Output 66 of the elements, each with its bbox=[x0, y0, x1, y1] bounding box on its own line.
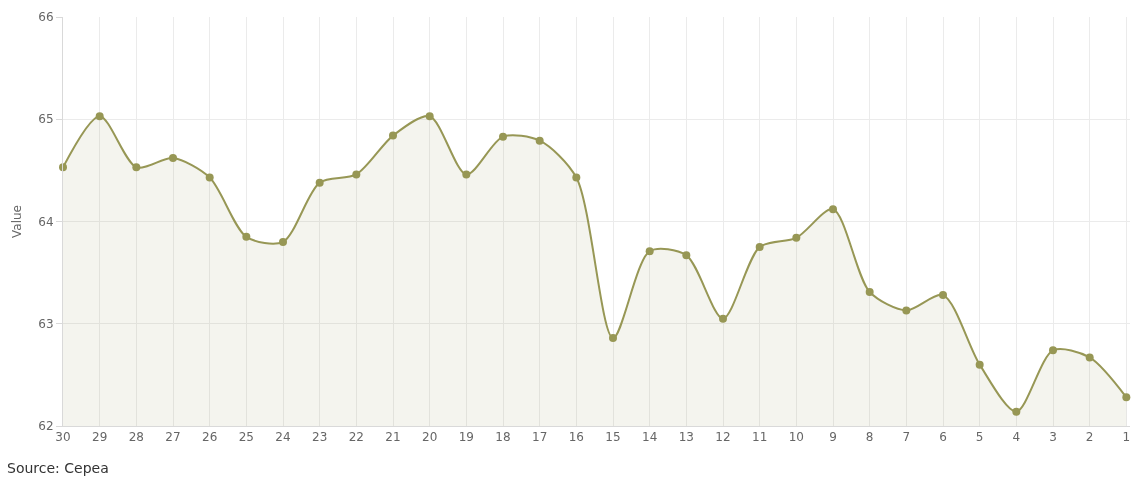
point bbox=[792, 233, 801, 242]
x-tick-label: 18 bbox=[495, 430, 511, 445]
x-tick-label: 30 bbox=[55, 430, 71, 445]
x-tick-label: 9 bbox=[829, 430, 837, 445]
point bbox=[95, 112, 104, 121]
x-tick-label: 5 bbox=[975, 430, 984, 445]
x-tick-label: 16 bbox=[568, 430, 584, 445]
point bbox=[462, 170, 471, 179]
point bbox=[242, 232, 251, 241]
point bbox=[1122, 393, 1131, 402]
y-tick-label: 62 bbox=[38, 419, 54, 434]
point bbox=[1049, 346, 1057, 355]
x-tick-label: 6 bbox=[939, 430, 947, 445]
x-tick-label: 29 bbox=[92, 430, 108, 445]
x-tick-label: 26 bbox=[202, 430, 218, 445]
x-tick-label: 11 bbox=[752, 430, 768, 445]
x-tick-label: 27 bbox=[165, 430, 181, 445]
point bbox=[279, 237, 287, 246]
point bbox=[1012, 407, 1021, 416]
y-tick-label: 65 bbox=[38, 112, 54, 127]
x-tick-label: 1 bbox=[1122, 430, 1131, 445]
point bbox=[645, 247, 654, 256]
point bbox=[609, 334, 617, 343]
x-tick-label: 21 bbox=[385, 430, 401, 445]
point bbox=[169, 154, 177, 163]
x-tick-label: 15 bbox=[605, 430, 621, 445]
x-tick-label: 2 bbox=[1085, 430, 1094, 445]
point bbox=[352, 170, 361, 179]
x-tick-label: 19 bbox=[458, 430, 474, 445]
x-tick-label: 28 bbox=[128, 430, 144, 445]
x-tick-label: 3 bbox=[1049, 430, 1057, 445]
point bbox=[865, 288, 874, 297]
point bbox=[425, 112, 434, 121]
point bbox=[902, 306, 911, 315]
x-tick-label: 14 bbox=[642, 430, 658, 445]
x-tick-label: 24 bbox=[275, 430, 291, 445]
point bbox=[205, 173, 214, 182]
x-tick-label: 12 bbox=[715, 430, 731, 445]
x-tick-label: 8 bbox=[865, 430, 874, 445]
point bbox=[132, 163, 141, 172]
x-tick-label: 17 bbox=[532, 430, 548, 445]
y-tick-label: 66 bbox=[38, 10, 54, 25]
source-note: Source: Cepea bbox=[7, 460, 109, 476]
point bbox=[315, 178, 324, 187]
point bbox=[1085, 353, 1094, 362]
point bbox=[829, 205, 837, 214]
x-tick-label: 25 bbox=[238, 430, 254, 445]
point bbox=[719, 314, 727, 323]
point bbox=[389, 131, 397, 140]
point bbox=[682, 251, 691, 260]
x-tick-label: 4 bbox=[1012, 430, 1021, 445]
point bbox=[975, 360, 984, 369]
point bbox=[499, 132, 507, 141]
x-tick-label: 20 bbox=[422, 430, 438, 445]
x-tick-label: 10 bbox=[788, 430, 804, 445]
point bbox=[572, 173, 581, 182]
x-tick-label: 7 bbox=[902, 430, 911, 445]
point bbox=[939, 291, 947, 300]
x-tick-label: 23 bbox=[312, 430, 328, 445]
y-axis-title: Value bbox=[9, 205, 24, 238]
point bbox=[535, 136, 544, 145]
y-tick-label: 63 bbox=[38, 316, 54, 331]
point bbox=[755, 243, 764, 252]
x-tick-label: 13 bbox=[678, 430, 694, 445]
x-tick-label: 22 bbox=[348, 430, 364, 445]
y-tick-label: 64 bbox=[38, 214, 54, 229]
